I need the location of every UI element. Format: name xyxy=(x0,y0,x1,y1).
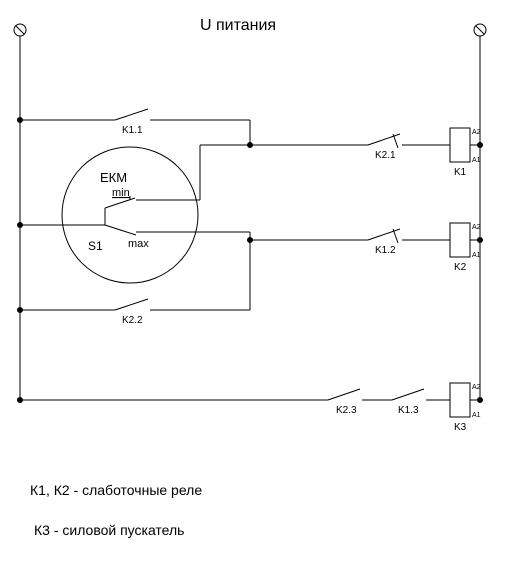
coil-label-k3: K3 xyxy=(454,422,467,433)
coil-k3-a1: A1 xyxy=(472,412,481,419)
label-k21: K2.1 xyxy=(375,150,396,161)
ekm-max: max xyxy=(128,238,149,250)
schematic-diagram: { "title": "U питания", "ekm": { "label"… xyxy=(0,0,511,576)
coil-label-k1: K1 xyxy=(454,167,467,178)
coil-k2-a1: A1 xyxy=(472,252,481,259)
coil-k2-a2: A2 xyxy=(472,224,481,231)
ekm-switch: S1 xyxy=(88,239,103,253)
coil-k1-a2: A2 xyxy=(472,129,481,136)
label-k12: K1.2 xyxy=(375,245,396,256)
title: U питания xyxy=(200,17,276,34)
label-k22: K2.2 xyxy=(122,315,143,326)
label-k11: K1.1 xyxy=(122,125,143,136)
label-k13: K1.3 xyxy=(398,405,419,416)
coil-label-k2: K2 xyxy=(454,262,467,273)
circuit-svg: U питания ЕКМ min max S1 K1.1 K2.1 K1.2 … xyxy=(0,0,511,576)
coil-k3 xyxy=(450,383,470,417)
label-k23: K2.3 xyxy=(336,405,357,416)
ekm-label: ЕКМ xyxy=(100,170,127,185)
coil-k1 xyxy=(450,128,470,162)
coil-k1-a1: A1 xyxy=(472,157,481,164)
ekm-device xyxy=(62,147,198,283)
legend-line-1: К1, К2 - слаботочные реле xyxy=(30,482,202,498)
coil-k2 xyxy=(450,223,470,257)
coil-k3-a2: A2 xyxy=(472,384,481,391)
legend-line-2: К3 - силовой пускатель xyxy=(34,522,184,538)
ekm-min: min xyxy=(112,187,130,199)
